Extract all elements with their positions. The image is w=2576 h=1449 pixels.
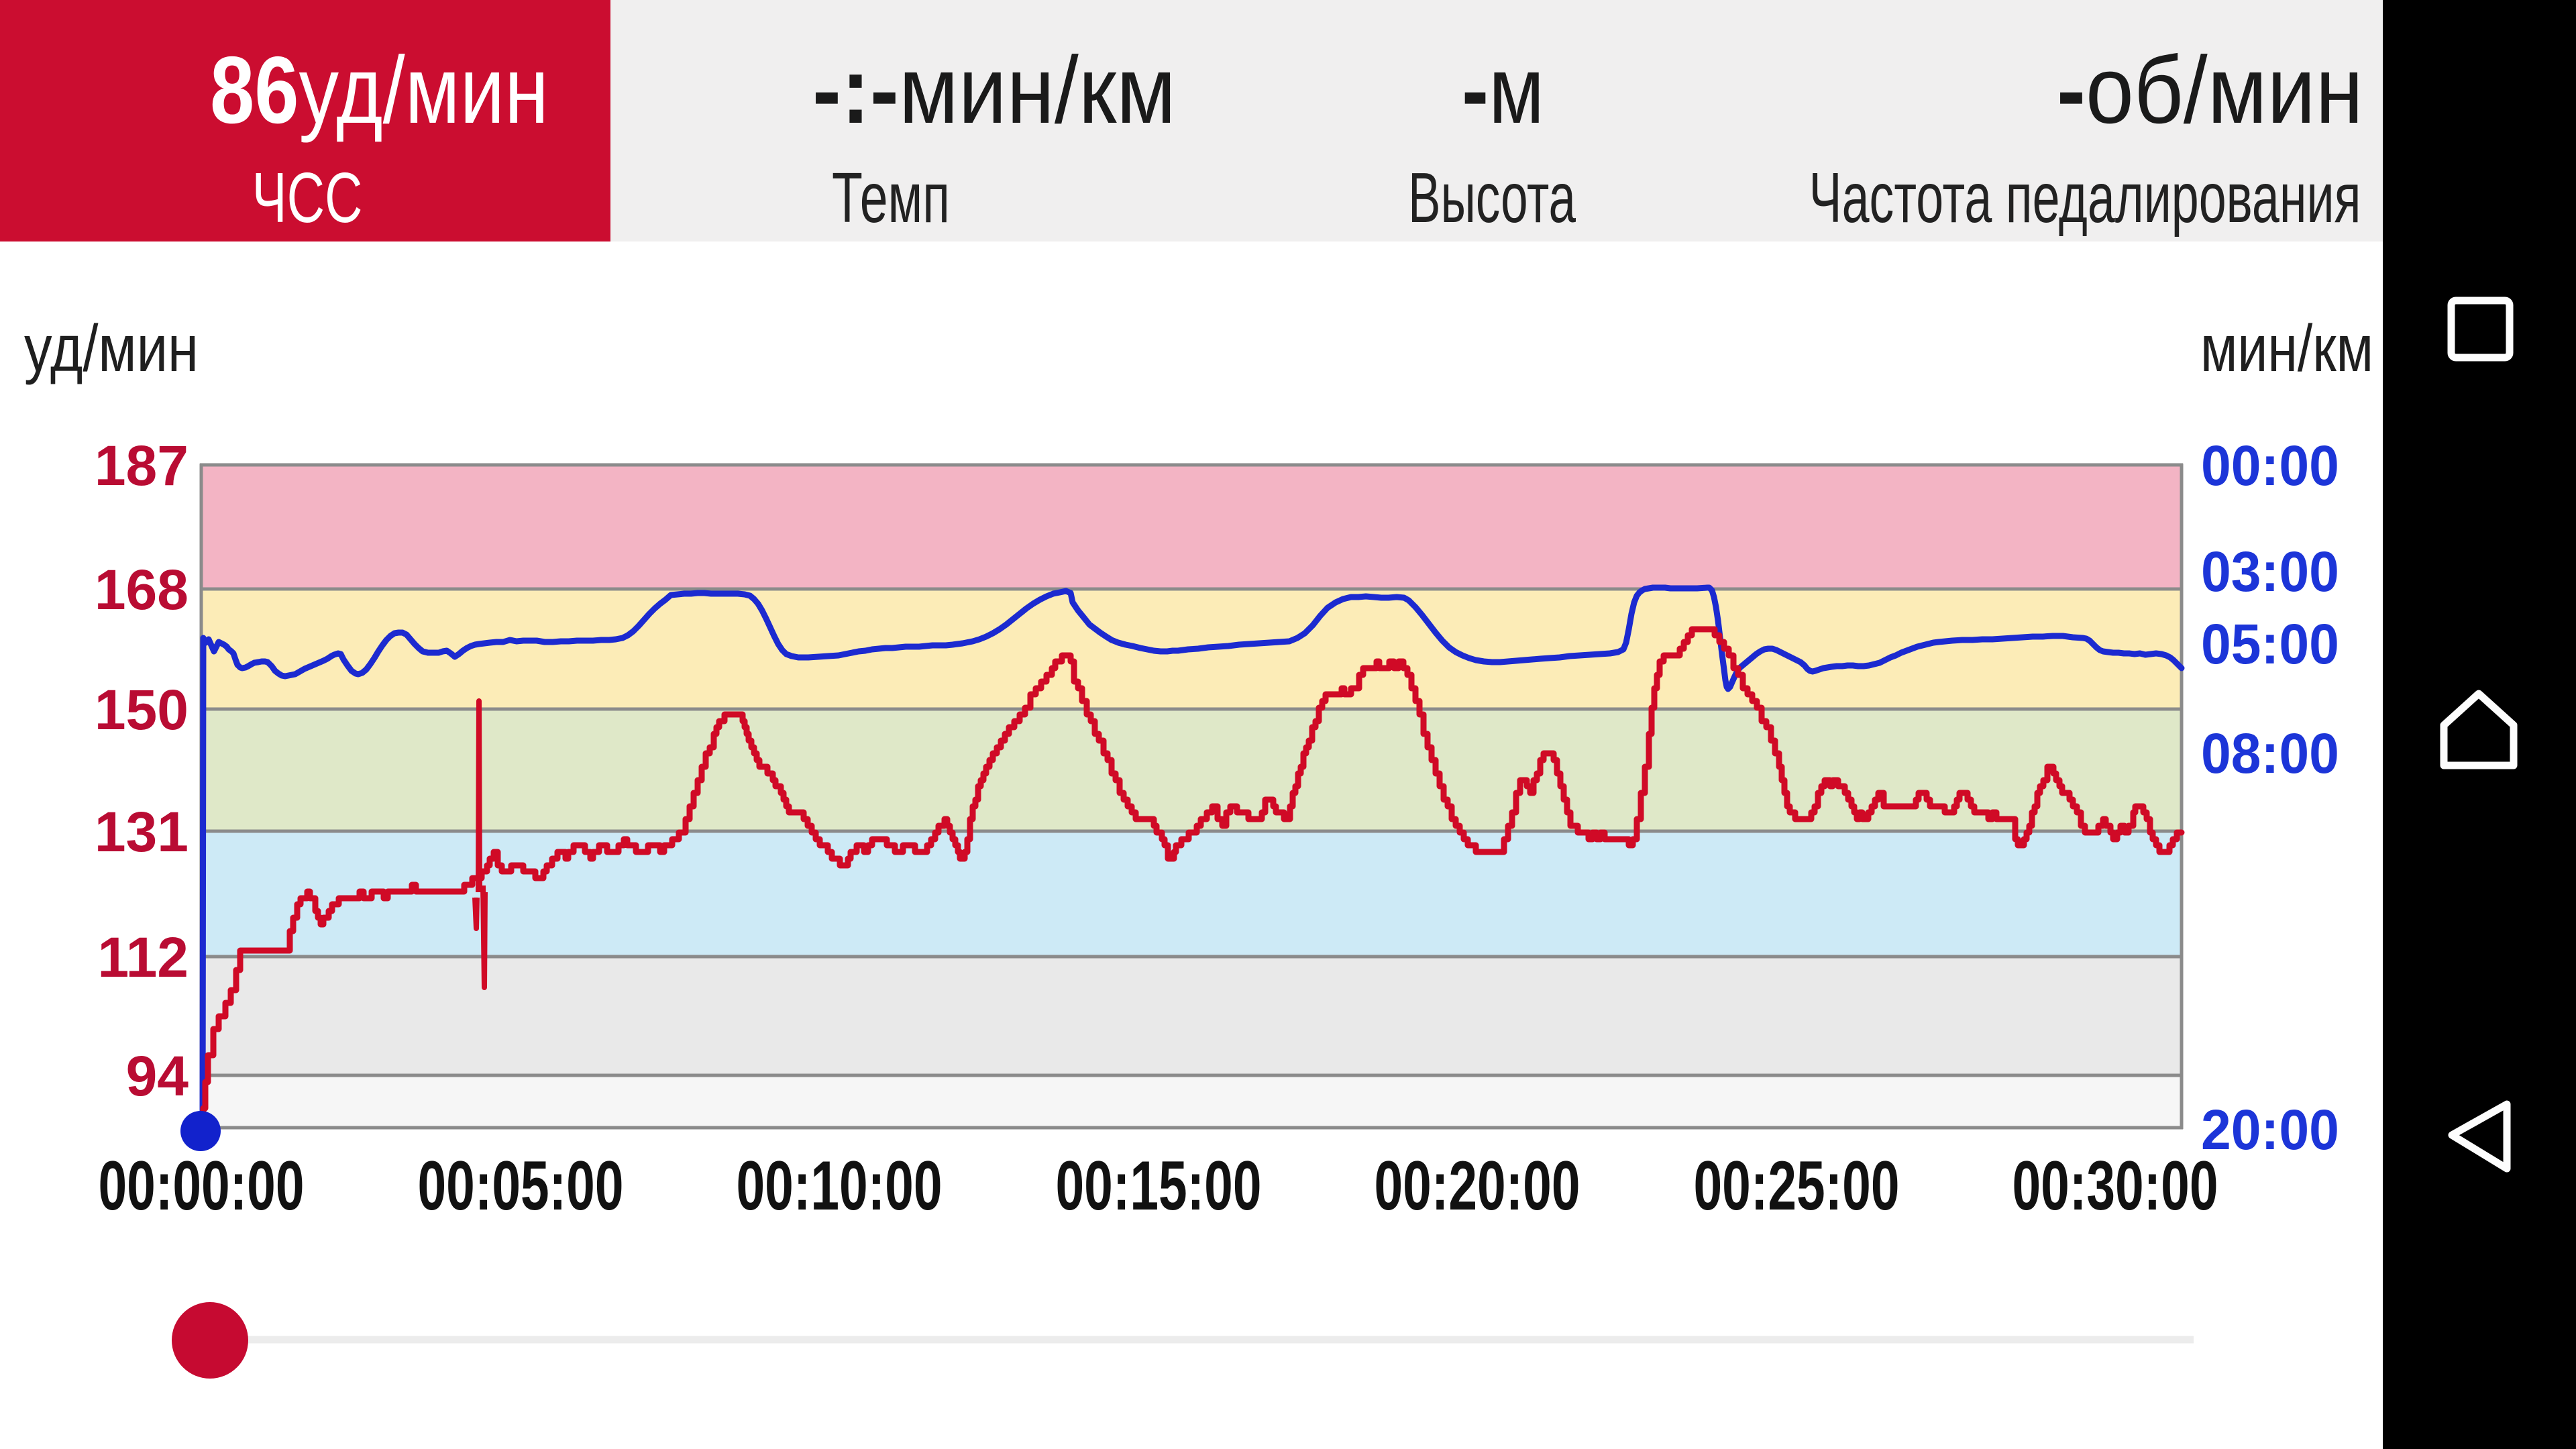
svg-text:20:00: 20:00 xyxy=(2201,1099,2339,1161)
svg-text:Частота педалирования: Частота педалирования xyxy=(1809,158,2361,237)
svg-text:00:15:00: 00:15:00 xyxy=(1056,1147,1262,1225)
svg-text:-м: -м xyxy=(1462,37,1544,144)
svg-text:ЧСС: ЧСС xyxy=(252,158,363,237)
svg-text:00:10:00: 00:10:00 xyxy=(737,1147,943,1225)
svg-text:00:05:00: 00:05:00 xyxy=(418,1147,624,1225)
svg-text:00:00:00: 00:00:00 xyxy=(99,1147,305,1225)
svg-text:Темп: Темп xyxy=(832,158,950,237)
svg-text:94: 94 xyxy=(126,1044,189,1108)
svg-text:03:00: 03:00 xyxy=(2201,541,2339,603)
svg-text:150: 150 xyxy=(95,678,189,741)
svg-text:131: 131 xyxy=(95,800,189,863)
svg-text:00:00: 00:00 xyxy=(2201,435,2339,497)
svg-text:08:00: 08:00 xyxy=(2201,722,2339,785)
svg-text:-:-мин/км: -:-мин/км xyxy=(812,36,1176,143)
svg-text:уд/мин: уд/мин xyxy=(24,313,199,386)
svg-text:00:30:00: 00:30:00 xyxy=(2012,1147,2218,1225)
svg-text:-об/мин: -об/мин xyxy=(2057,36,2363,143)
svg-text:00:25:00: 00:25:00 xyxy=(1694,1147,1900,1225)
svg-text:86уд/мин: 86уд/мин xyxy=(210,36,549,143)
svg-text:мин/км: мин/км xyxy=(2200,313,2373,386)
svg-text:00:20:00: 00:20:00 xyxy=(1375,1147,1580,1225)
svg-text:112: 112 xyxy=(97,926,189,989)
svg-text:05:00: 05:00 xyxy=(2201,613,2339,676)
svg-text:Высота: Высота xyxy=(1408,159,1576,238)
svg-text:187: 187 xyxy=(95,434,189,497)
svg-text:168: 168 xyxy=(95,558,189,621)
